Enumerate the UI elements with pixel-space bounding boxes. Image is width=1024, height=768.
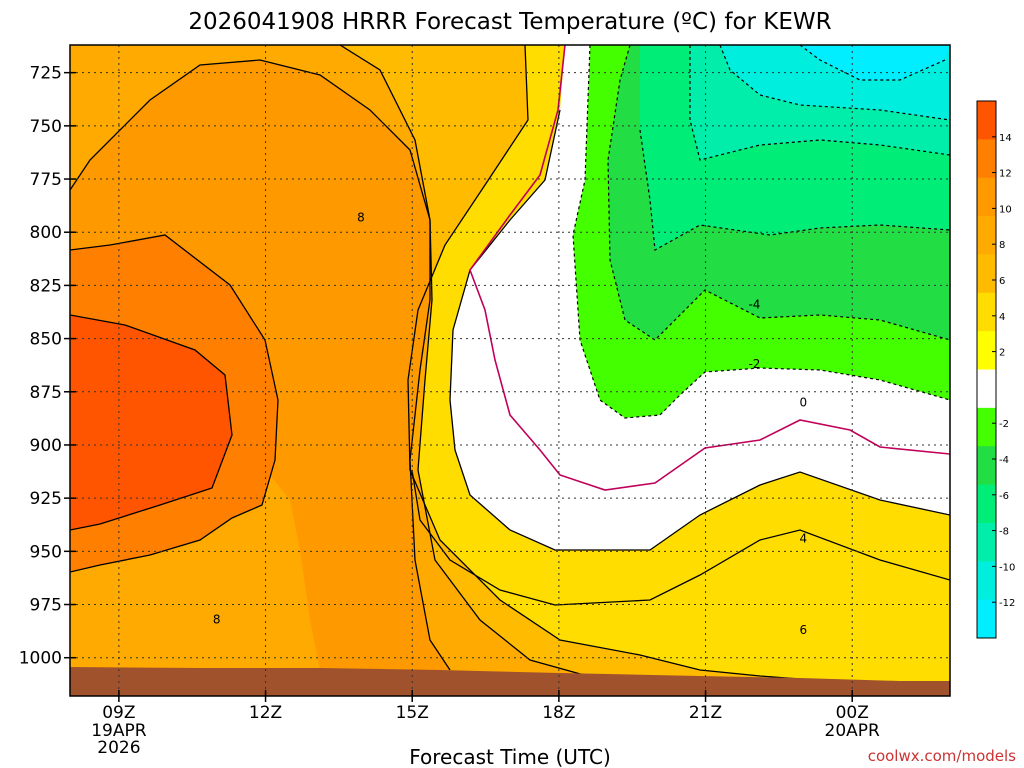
colorbar-label-14: 14 [999,133,1012,144]
colorbar-label-10: 10 [999,204,1012,215]
x-tick-label-12Z: 12Z [249,703,282,723]
colorbar-label--6: -6 [999,491,1009,502]
contour-line-8 [70,59,451,671]
contour-line-neg8 [689,45,950,161]
y-axis: 725 750 775 800 825 850 875 900 925 950 975 1000 [19,64,76,669]
plot-area [70,45,950,696]
colorbar-frame [976,100,997,639]
contour-line-neg4 [607,45,950,341]
x-tick-sublabel-20APR: 20APR [825,721,881,741]
colorbar-swatch-9 [977,446,996,486]
contour-label-3: -2 [748,357,760,371]
colorbar-label-8: 8 [999,240,1005,251]
y-tick-label-900: 900 [30,436,62,456]
colorbar-label-2: 2 [999,348,1005,359]
contour-line-4 [407,45,950,684]
colorbar-label-6: 6 [999,276,1005,287]
y-tick-label-825: 825 [30,276,62,296]
contour-line-neg6 [639,129,950,251]
colorbar-swatch-6 [977,331,996,370]
colorbar-label-12: 12 [999,169,1012,180]
x-tick-label-15Z: 15Z [396,703,429,723]
y-tick-label-775: 775 [30,170,62,190]
y-tick-label-950: 950 [30,542,62,562]
contour-line-neg12 [799,45,946,81]
colorbar-swatch-1 [977,139,996,179]
colorbar-label-4: 4 [999,312,1005,323]
x-tick-label-21Z: 21Z [689,703,722,723]
contour-line-4-lower [449,109,950,551]
grid-lines [70,45,950,696]
y-tick-label-875: 875 [30,383,62,403]
y-tick-label-725: 725 [30,64,62,84]
contour-label-0: 8 [357,210,365,224]
x-tick-label-00Z: 00Z [836,703,869,723]
colorbar-swatch-4 [977,254,996,294]
colorbar-swatch-11 [977,522,996,562]
x-tick-sublabel-19APR: 19APR [91,721,147,741]
colorbar-swatch-0 [977,101,996,140]
contour-label-4: 0 [800,395,808,409]
ground-terrain [70,667,950,696]
contour-line-neg10 [719,45,950,121]
x-tick-label-09Z: 09Z [102,703,135,723]
colorbar-label--12: -12 [999,598,1015,609]
contour-line-6 [339,45,701,691]
colorbar-label--2: -2 [999,419,1009,430]
colorbar-label--4: -4 [999,455,1009,466]
y-tick-label-800: 800 [30,223,62,243]
credit-text: coolwx.com/models [868,747,1016,765]
y-tick-label-750: 750 [30,117,62,137]
colorbar-swatch-13 [977,599,996,639]
contour-label-6: 6 [800,623,808,637]
y-tick-label-850: 850 [30,330,62,350]
x-tick-label-18Z: 18Z [542,703,575,723]
contour-line-6-lower [411,469,950,606]
colorbar-swatch-7 [977,369,996,409]
y-tick-label-1000: 1000 [19,649,62,669]
x-tick-sublabel-2026: 2026 [97,738,140,758]
contour-labels: 8 8 -4 -2 0 4 6 [213,210,808,637]
plot-frame [69,44,951,697]
colorbar-label--10: -10 [999,562,1015,573]
contour-label-5: 4 [800,532,808,546]
colorbar-label--8: -8 [999,527,1009,538]
contour-line-0 [469,45,950,491]
chart-title: 2026041908 HRRR Forecast Temperature (ºC… [188,9,831,35]
y-tick-label-925: 925 [30,489,62,509]
colorbar-swatch-8 [977,407,996,447]
band-neg12-neg10 [800,45,950,80]
y-tick-label-975: 975 [30,596,62,616]
contour-line-12 [70,314,233,531]
colorbar-swatch-10 [977,484,996,524]
colorbar-swatch-2 [977,177,996,217]
contour-label-2: -4 [748,298,760,312]
contour-label-1: 8 [213,612,221,626]
contour-line-10 [70,234,279,573]
x-axis-label: Forecast Time (UTC) [409,745,611,768]
colorbar-swatch-12 [977,561,996,601]
band-12-14 [70,315,232,530]
colorbar-swatch-5 [977,292,996,332]
colorbar: 14 12 10 8 6 4 2 -2 -4 -6 -8 -10 -12 [976,100,1015,639]
colorbar-swatch-3 [977,216,996,255]
